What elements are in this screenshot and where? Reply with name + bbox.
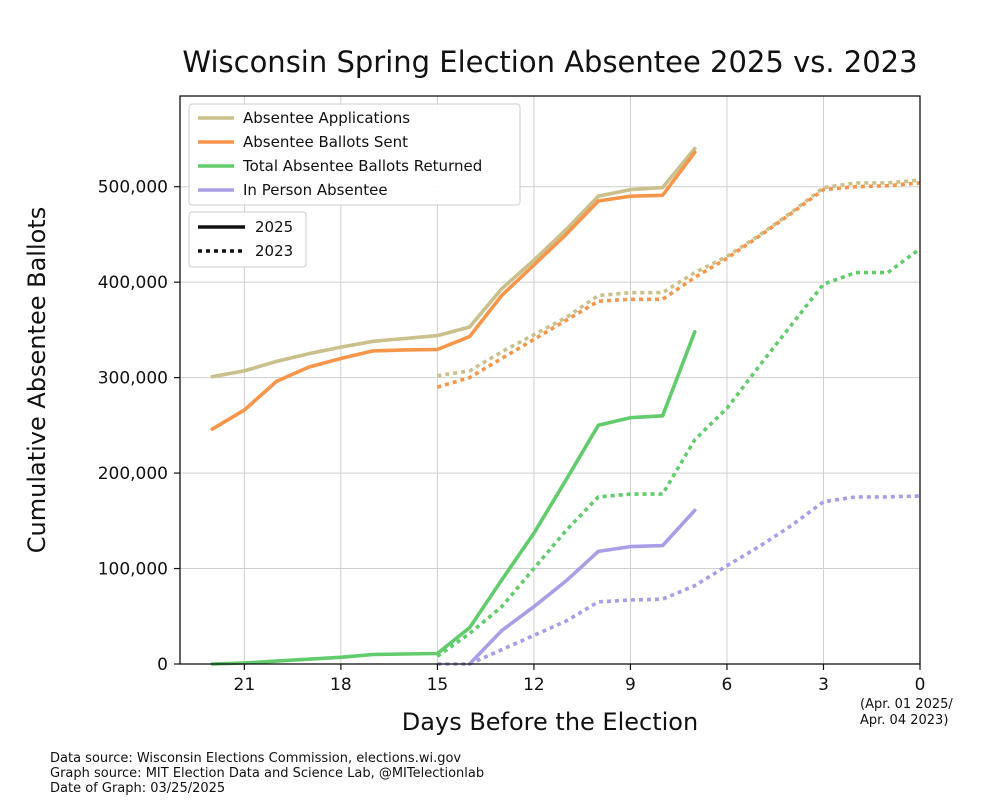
series-line-absentee-applications-2025 [210,146,697,379]
legend-series-box [188,103,521,206]
election-date-note-line-2: Apr. 04 2023) [860,713,949,728]
x-tick-label: 12 [523,675,545,695]
series-line-in-person-absentee-2025 [467,508,697,666]
y-tick-label: 0 [157,655,168,675]
legend-years: 2025 2023 [188,211,307,268]
legend-series: Absentee Applications Absentee Ballots Se… [188,103,521,206]
x-tick-label: 15 [427,675,449,695]
y-tick-label: 300,000 [98,369,168,389]
y-axis-label: Cumulative Absentee Ballots [23,206,51,554]
election-date-note-line-1: (Apr. 01 2025/ [860,697,953,712]
footer-graph-source: Graph source: MIT Election Data and Scie… [50,766,485,781]
x-tick-label: 6 [722,675,733,695]
series-line-absentee-applications-2023 [437,178,921,378]
series-lines [210,146,922,666]
legend-label: 2023 [255,242,293,260]
series-line-absentee-ballots-sent-2025 [210,150,697,431]
x-tick-label: 18 [330,675,352,695]
legend-label: In Person Absentee [243,181,388,199]
series-line-in-person-absentee-2023 [437,494,921,666]
x-tick-label: 3 [818,675,829,695]
footer-data-source: Data source: Wisconsin Elections Commiss… [50,751,462,766]
grid-lines [180,96,921,665]
footer-credits: Data source: Wisconsin Elections Commiss… [50,751,484,796]
legend-label: Absentee Ballots Sent [243,133,408,151]
chart-title: Wisconsin Spring Election Absentee 2025 … [182,45,918,79]
election-date-note: (Apr. 01 2025/ Apr. 04 2023) [860,697,953,729]
y-tick-label: 500,000 [98,178,168,198]
x-axis-label: Days Before the Election [401,708,699,736]
x-tick-label: 9 [625,675,636,695]
y-tick-label: 100,000 [98,560,168,580]
y-tick-label: 400,000 [98,273,168,293]
x-tick-label: 21 [234,675,256,695]
legend-label: Absentee Applications [243,109,410,127]
axis-ticks: 21 18 15 12 9 6 3 0 0 100,000 200,000 300,000 400,00… [98,178,926,695]
x-tick-label: 0 [915,675,926,695]
y-tick-label: 200,000 [98,464,168,484]
legend-label: 2025 [255,218,293,236]
series-line-total-absentee-ballots-returned-2025 [210,330,697,666]
footer-graph-date: Date of Graph: 03/25/2025 [50,781,226,796]
series-line-total-absentee-ballots-returned-2023 [436,247,922,658]
series-line-absentee-ballots-sent-2023 [436,181,921,389]
plot-frame [179,95,921,665]
legend-label: Total Absentee Ballots Returned [242,157,482,175]
